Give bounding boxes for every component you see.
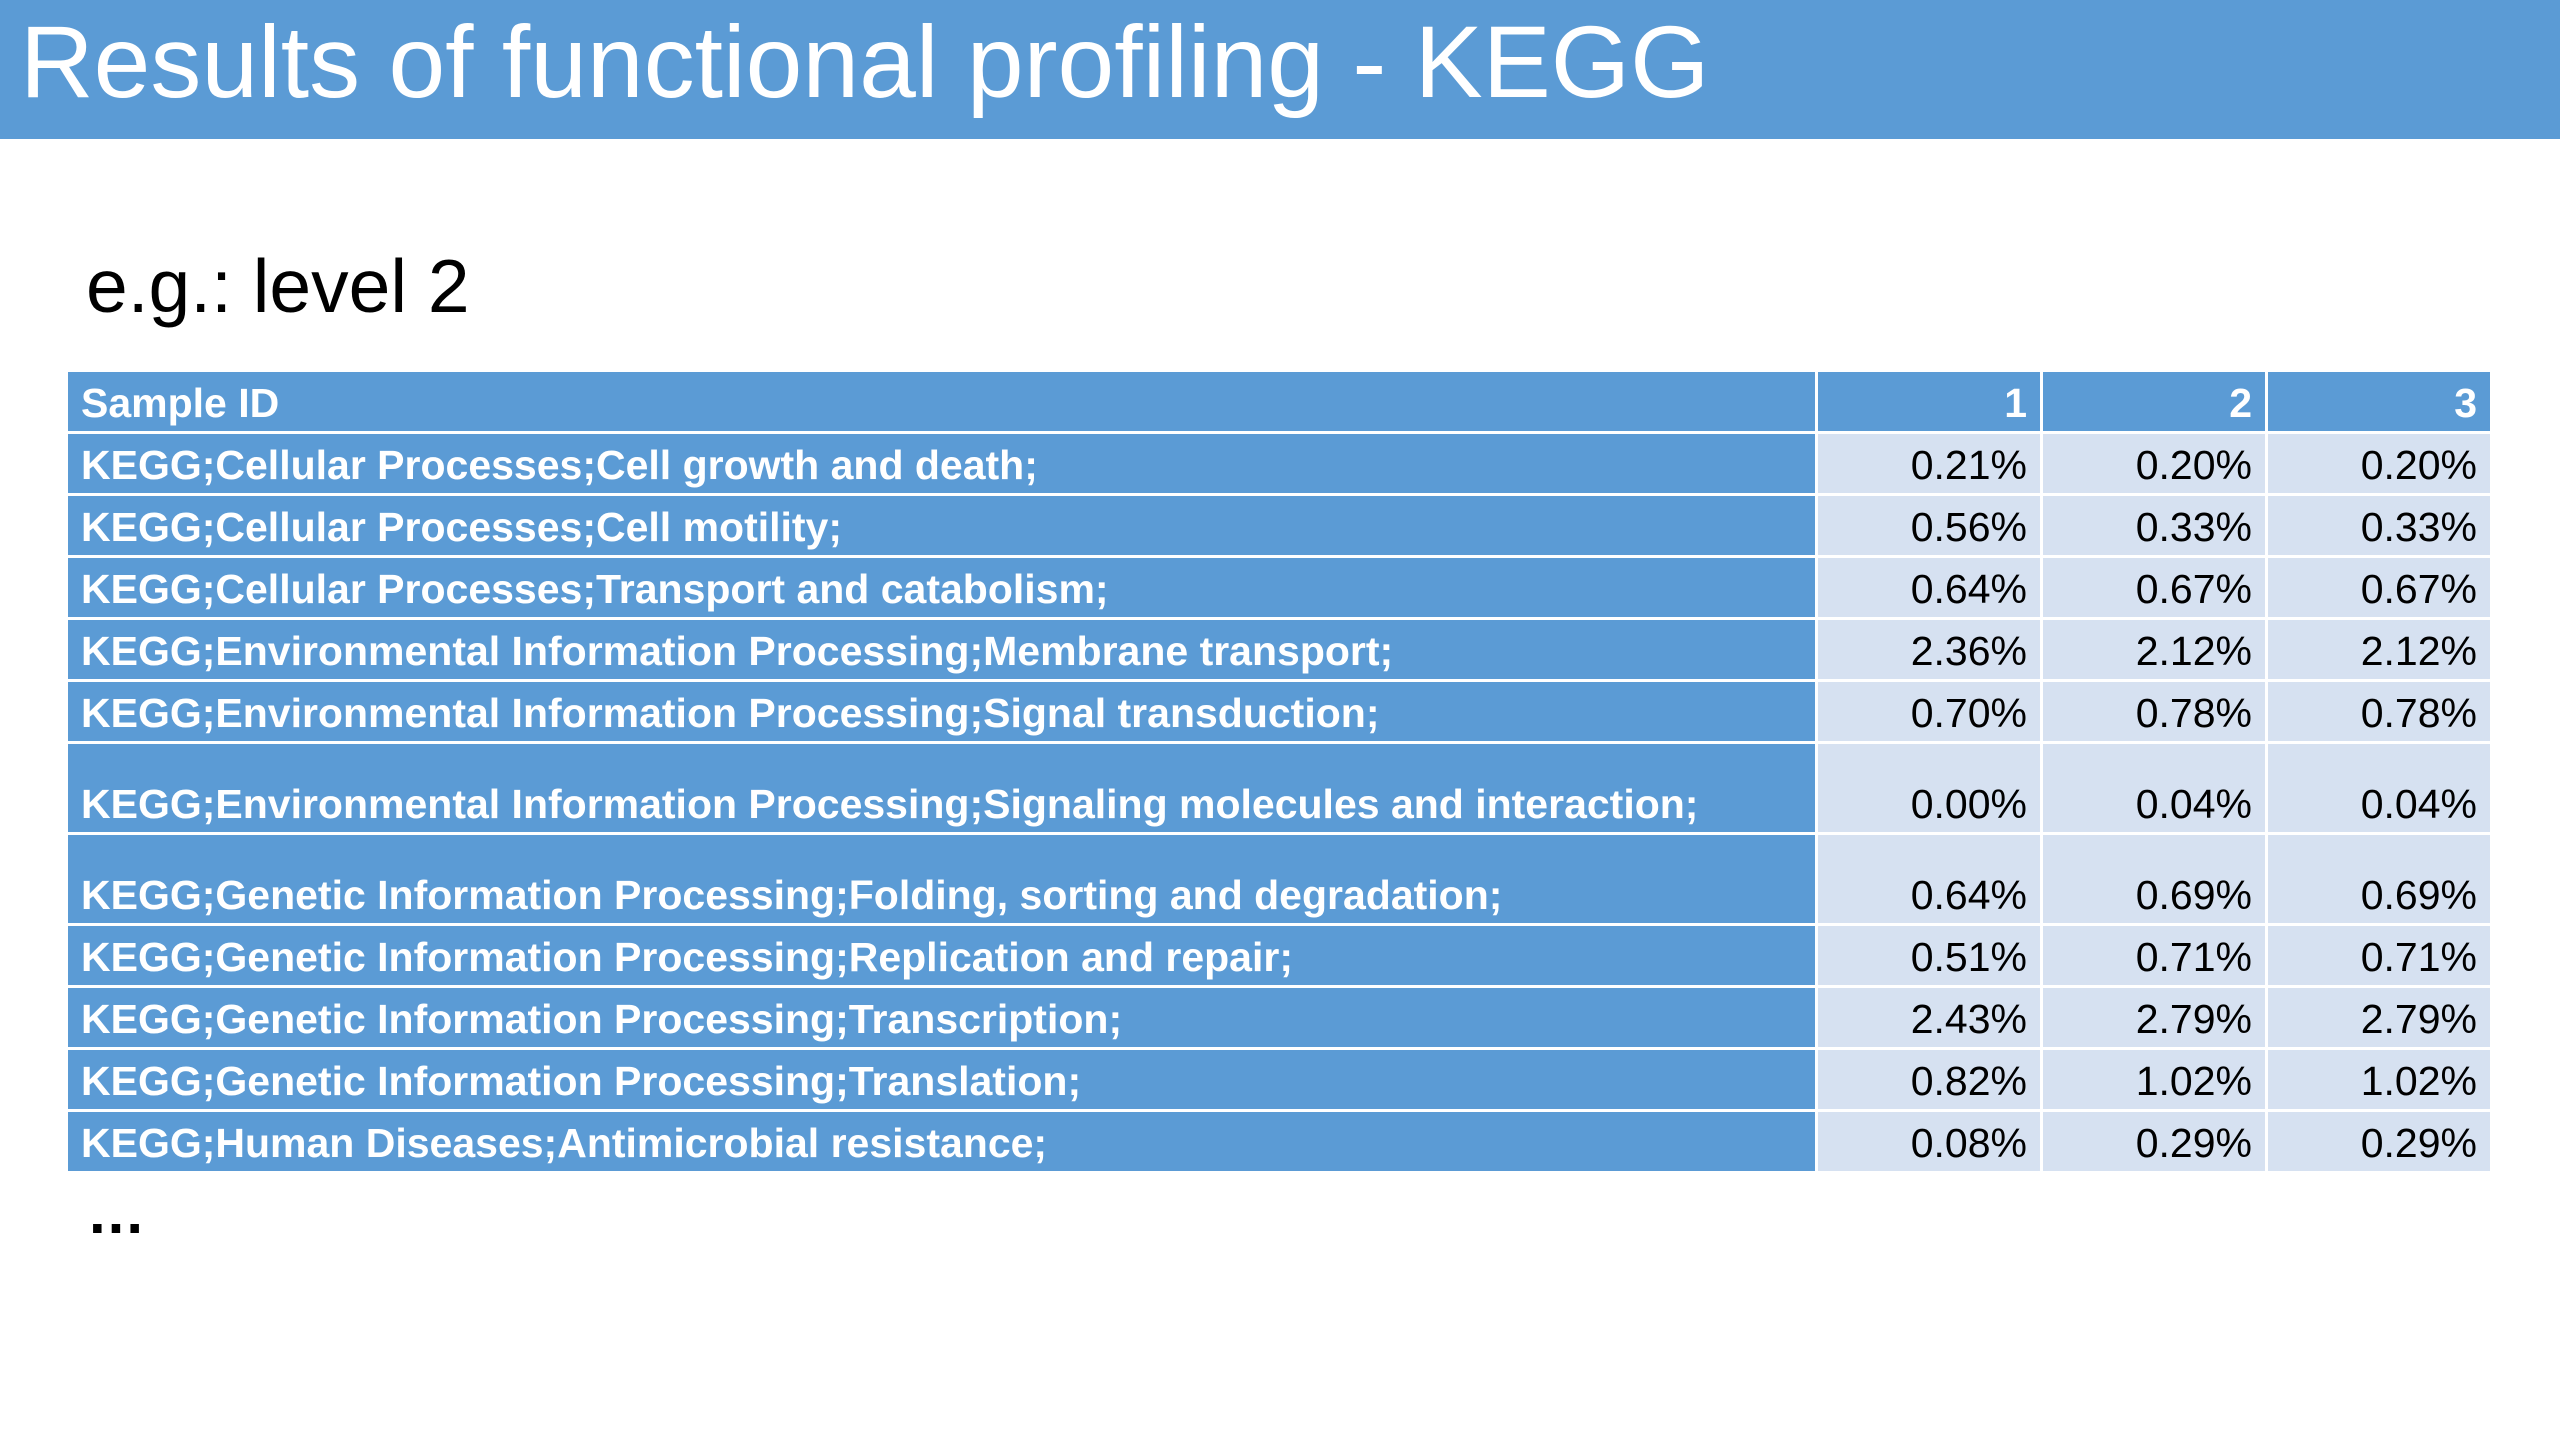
value-cell-col-1: 0.64%	[1818, 835, 2040, 923]
row-label: KEGG;Genetic Information Processing;Repl…	[68, 926, 1815, 985]
value-cell-col-1: 2.36%	[1818, 620, 2040, 679]
value-cell-col-2: 0.33%	[2043, 496, 2265, 555]
row-label: KEGG;Cellular Processes;Cell growth and …	[68, 434, 1815, 493]
value-cell-col-2: 1.02%	[2043, 1050, 2265, 1109]
value-cell-col-1: 2.43%	[1818, 988, 2040, 1047]
value-cell-col-3: 0.29%	[2268, 1112, 2490, 1171]
header-sample-id: Sample ID	[68, 372, 1815, 431]
header-col-1: 1	[1818, 372, 2040, 431]
value-cell-col-2: 0.20%	[2043, 434, 2265, 493]
slide-title: Results of functional profiling - KEGG	[20, 5, 1710, 119]
value-cell-col-1: 0.64%	[1818, 558, 2040, 617]
row-label: KEGG;Genetic Information Processing;Fold…	[68, 835, 1815, 923]
value-cell-col-3: 1.02%	[2268, 1050, 2490, 1109]
title-bar: Results of functional profiling - KEGG	[0, 0, 2560, 139]
value-cell-col-2: 0.71%	[2043, 926, 2265, 985]
row-label: KEGG;Environmental Information Processin…	[68, 744, 1815, 832]
row-label: KEGG;Genetic Information Processing;Tran…	[68, 988, 1815, 1047]
table-row: KEGG;Environmental Information Processin…	[68, 682, 2490, 741]
row-label: KEGG;Cellular Processes;Cell motility;	[68, 496, 1815, 555]
value-cell-col-3: 0.33%	[2268, 496, 2490, 555]
value-cell-col-3: 2.79%	[2268, 988, 2490, 1047]
table-row: KEGG;Genetic Information Processing;Tran…	[68, 1050, 2490, 1109]
value-cell-col-3: 0.78%	[2268, 682, 2490, 741]
value-cell-col-1: 0.08%	[1818, 1112, 2040, 1171]
row-label: KEGG;Environmental Information Processin…	[68, 620, 1815, 679]
value-cell-col-3: 0.04%	[2268, 744, 2490, 832]
value-cell-col-1: 0.70%	[1818, 682, 2040, 741]
value-cell-col-3: 2.12%	[2268, 620, 2490, 679]
table-header-row: Sample ID 1 2 3	[68, 372, 2490, 431]
value-cell-col-2: 0.69%	[2043, 835, 2265, 923]
table-row: KEGG;Cellular Processes;Cell motility; 0.…	[68, 496, 2490, 555]
kegg-table: Sample ID 1 2 3 KEGG;Cellular Processes;…	[65, 369, 2493, 1174]
value-cell-col-3: 0.69%	[2268, 835, 2490, 923]
row-label: KEGG;Genetic Information Processing;Tran…	[68, 1050, 1815, 1109]
value-cell-col-1: 0.56%	[1818, 496, 2040, 555]
value-cell-col-2: 2.79%	[2043, 988, 2265, 1047]
value-cell-col-2: 0.78%	[2043, 682, 2265, 741]
value-cell-col-3: 0.71%	[2268, 926, 2490, 985]
continuation-ellipsis: ...	[89, 1179, 146, 1246]
value-cell-col-3: 0.20%	[2268, 434, 2490, 493]
header-col-2: 2	[2043, 372, 2265, 431]
value-cell-col-1: 0.82%	[1818, 1050, 2040, 1109]
row-label: KEGG;Human Diseases;Antimicrobial resist…	[68, 1112, 1815, 1171]
kegg-table-body: Sample ID 1 2 3 KEGG;Cellular Processes;…	[68, 372, 2490, 1171]
value-cell-col-3: 0.67%	[2268, 558, 2490, 617]
header-col-3: 3	[2268, 372, 2490, 431]
row-label: KEGG;Cellular Processes;Transport and ca…	[68, 558, 1815, 617]
table-row: KEGG;Environmental Information Processin…	[68, 744, 2490, 832]
table-row: KEGG;Genetic Information Processing;Tran…	[68, 988, 2490, 1047]
table-row: KEGG;Cellular Processes;Cell growth and …	[68, 434, 2490, 493]
value-cell-col-1: 0.21%	[1818, 434, 2040, 493]
row-label: KEGG;Environmental Information Processin…	[68, 682, 1815, 741]
table-row: KEGG;Human Diseases;Antimicrobial resist…	[68, 1112, 2490, 1171]
table-row: KEGG;Cellular Processes;Transport and ca…	[68, 558, 2490, 617]
value-cell-col-2: 0.04%	[2043, 744, 2265, 832]
value-cell-col-2: 2.12%	[2043, 620, 2265, 679]
value-cell-col-1: 0.00%	[1818, 744, 2040, 832]
table-row: KEGG;Environmental Information Processin…	[68, 620, 2490, 679]
value-cell-col-2: 0.67%	[2043, 558, 2265, 617]
table-row: KEGG;Genetic Information Processing;Repl…	[68, 926, 2490, 985]
value-cell-col-1: 0.51%	[1818, 926, 2040, 985]
table-row: KEGG;Genetic Information Processing;Fold…	[68, 835, 2490, 923]
value-cell-col-2: 0.29%	[2043, 1112, 2265, 1171]
slide-subtitle: e.g.: level 2	[86, 244, 470, 328]
